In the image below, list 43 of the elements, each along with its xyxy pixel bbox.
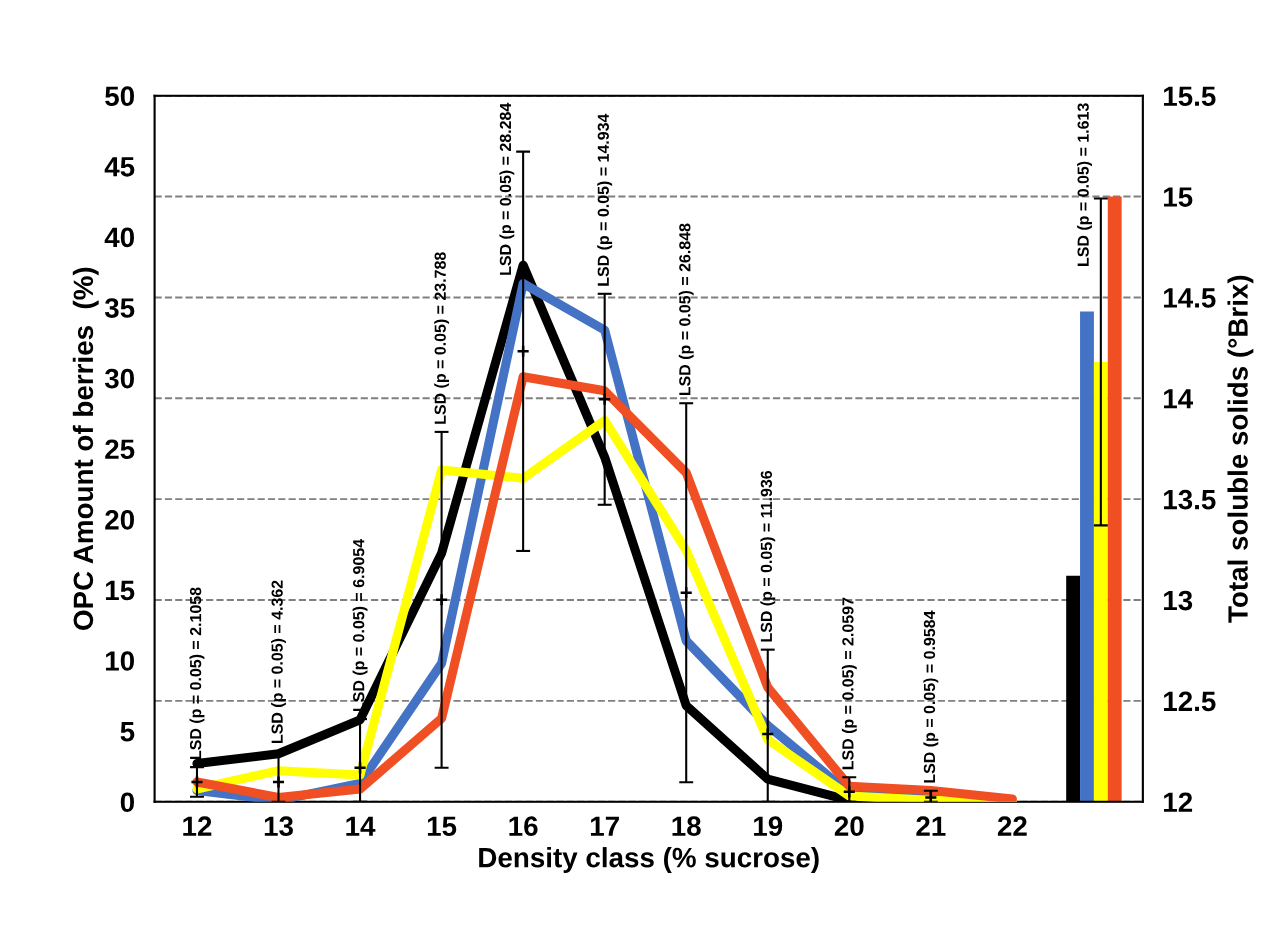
annotation: LSD (p = 0.05) = 2.1058 xyxy=(189,587,205,759)
y-tick-label: 25 xyxy=(105,439,135,460)
y-tick-label: 20 xyxy=(105,509,134,530)
y2-tick-label: 12 xyxy=(1164,792,1193,812)
x-tick-label: 14 xyxy=(346,816,376,836)
annotation: LSD (p = 0.05) = 4.362 xyxy=(271,580,286,744)
y-tick-label: 0 xyxy=(120,792,134,813)
y2-axis-title: Total soluble solids (°Brix) xyxy=(1227,275,1254,623)
x-tick-label: 12 xyxy=(183,816,212,836)
x-axis-title: Density class (% sucrose) xyxy=(479,847,819,873)
y-tick-label: 35 xyxy=(104,298,135,318)
x-tick-label: 18 xyxy=(672,816,701,837)
y-tick-label: 10 xyxy=(105,651,134,671)
annotation: LSD (p = 0.05) = 1.613 xyxy=(1077,103,1092,266)
y2-tick-label: 14.5 xyxy=(1164,288,1216,308)
x-tick-label: 20 xyxy=(834,816,864,837)
y2-tick-label: 15 xyxy=(1164,187,1193,207)
x-tick-label: 17 xyxy=(590,816,619,836)
y2-tick-label: 13 xyxy=(1164,590,1193,611)
annotation: LSD (p = 0.05) = 14.934 xyxy=(597,113,613,286)
y-tick-label: 50 xyxy=(105,86,134,107)
annotation: LSD (p = 0.05) = 11.936 xyxy=(760,470,776,642)
y-axis-title: OPC Amount of berries (%) xyxy=(72,267,99,630)
x-tick-label: 13 xyxy=(264,816,293,837)
annotation: LSD (p = 0.05) = 23.788 xyxy=(434,252,450,424)
x-tick-label: 21 xyxy=(916,816,946,836)
y2-tick-label: 12.5 xyxy=(1164,691,1216,712)
y2-tick-label: 13.5 xyxy=(1164,489,1216,510)
x-tick-label: 16 xyxy=(509,816,538,837)
y2-tick-label: 15.5 xyxy=(1164,86,1216,107)
annotation: LSD (p = 0.05) = 28.284 xyxy=(499,102,515,275)
annotation: LSD (p = 0.05) = 2.0597 xyxy=(841,597,857,770)
y2-tick-label: 14 xyxy=(1164,389,1194,409)
x-tick-label: 19 xyxy=(754,816,783,837)
x-tick-label: 22 xyxy=(997,816,1027,836)
y-tick-label: 5 xyxy=(120,722,135,742)
y-tick-label: 40 xyxy=(104,227,134,248)
y-tick-label: 15 xyxy=(105,580,135,601)
x-tick-label: 15 xyxy=(427,816,457,837)
annotation: LSD (p = 0.05) = 0.9584 xyxy=(923,610,939,783)
annotation: LSD (p = 0.05) = 26.848 xyxy=(678,223,694,396)
y-tick-label: 45 xyxy=(104,157,135,177)
y-tick-label: 30 xyxy=(104,368,134,389)
